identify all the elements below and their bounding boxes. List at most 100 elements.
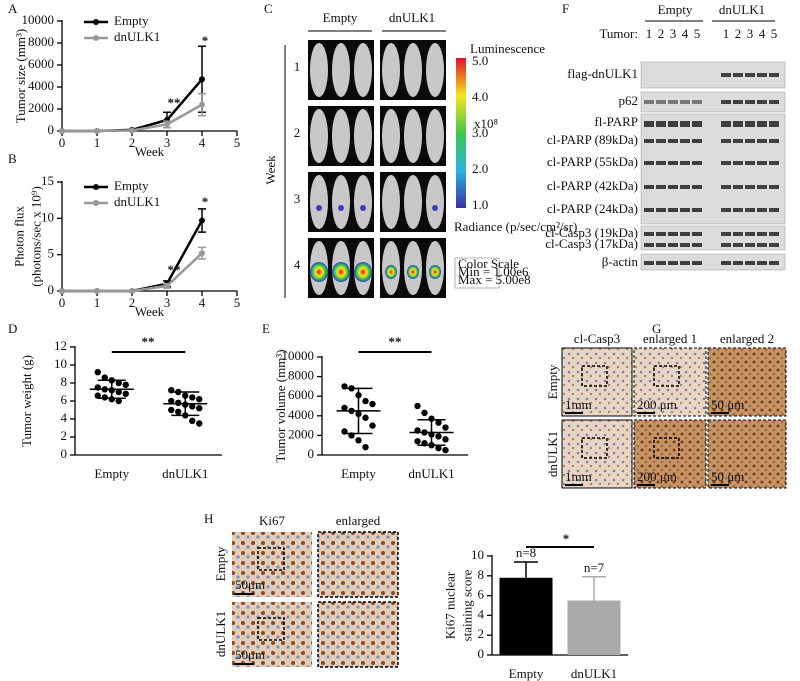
lane-label: 1 <box>646 26 653 41</box>
y-tick-label: 0 <box>61 446 68 461</box>
zoom-box <box>653 365 680 387</box>
data-point <box>442 446 449 454</box>
histology-image <box>707 347 787 417</box>
blot-band <box>757 121 767 127</box>
band-label: cl-PARP (42kDa) <box>547 178 638 193</box>
blot-band <box>733 185 743 189</box>
blot-band <box>692 121 702 127</box>
marker <box>199 101 205 108</box>
data-point <box>362 414 369 421</box>
x-tick-label: dnULK1 <box>408 466 454 481</box>
band-label: cl-PARP (55kDa) <box>547 154 638 169</box>
panel-letter: D <box>8 321 17 336</box>
bar <box>499 577 553 655</box>
blot-band <box>680 161 690 165</box>
blot-band <box>656 161 666 165</box>
mouse <box>332 109 350 163</box>
mouse <box>382 175 400 229</box>
x-axis-label: Week <box>135 304 165 319</box>
x-tick-label: 0 <box>59 135 66 150</box>
scale-bar-label: 50 μm <box>711 397 744 412</box>
column-header: enlarged <box>336 513 381 528</box>
group-header: Empty <box>658 2 693 17</box>
y-tick-label: 2000 <box>28 100 54 115</box>
y-axis-label: Tumor weight (g) <box>19 355 34 447</box>
signal <box>310 262 328 282</box>
blot-band <box>745 232 755 236</box>
y-tick-label: 6000 <box>288 387 314 402</box>
panel-letter: B <box>8 151 17 166</box>
y-tick-label: 6 <box>61 392 68 407</box>
error-bar <box>582 576 606 601</box>
blot-band <box>644 185 654 189</box>
scale-bar-label: 200 μm <box>637 469 677 484</box>
data-point <box>196 396 203 403</box>
scale-bar-mark <box>637 484 655 486</box>
data-point <box>355 437 362 444</box>
data-point <box>369 400 376 408</box>
blot-band <box>733 232 743 236</box>
blot-band <box>757 100 767 104</box>
scale-range: Min = 1.00e6 <box>458 264 529 279</box>
data-point <box>442 424 449 431</box>
blot-band <box>656 243 666 247</box>
blot-band <box>721 232 731 236</box>
band-label: cl-Casp3 (19kDa) <box>545 225 638 240</box>
y-tick-label: 4 <box>478 606 485 621</box>
y-tick-label: 8 <box>61 374 68 389</box>
band-label: fl-PARP <box>594 114 638 129</box>
blot-band <box>745 73 755 77</box>
data-point <box>101 394 108 401</box>
zoom-box <box>257 617 285 641</box>
blot-band <box>745 139 755 143</box>
signal <box>432 205 438 211</box>
y-tick-label: 10 <box>41 209 54 224</box>
blot-band <box>745 261 755 265</box>
blot-band <box>692 100 702 104</box>
marker <box>59 128 65 134</box>
zoom-box <box>653 437 680 459</box>
legend-label: Empty <box>114 178 149 193</box>
y-tick-label: 6000 <box>28 56 54 71</box>
marker <box>94 288 100 294</box>
scale-tick: 4.0 <box>472 89 488 104</box>
blot-band <box>668 243 678 247</box>
blot-band <box>769 243 779 247</box>
scale-bar-mark <box>565 412 583 414</box>
legend-marker <box>93 200 99 206</box>
y-tick-label: 12 <box>54 338 67 353</box>
y-tick-label: 4000 <box>28 78 54 93</box>
row-title: Week <box>263 155 278 185</box>
sd-bar <box>344 387 373 435</box>
blot-band <box>757 208 767 212</box>
scale-box <box>454 257 500 289</box>
scale-bar-mark <box>711 412 729 414</box>
sd-bar <box>171 391 200 417</box>
y-tick-label: 0 <box>308 446 315 461</box>
annotation: * <box>563 531 570 546</box>
data-point <box>196 420 203 427</box>
x-tick-label: Empty <box>94 466 129 481</box>
histology-image <box>633 347 707 417</box>
scale-tick: 5.0 <box>472 53 488 68</box>
lane-label: 5 <box>694 26 701 41</box>
blot-band <box>656 139 666 143</box>
marker <box>199 76 205 83</box>
blot-band <box>721 185 731 189</box>
mouse <box>310 175 328 229</box>
blot-band <box>644 243 654 247</box>
blot-band <box>656 100 666 104</box>
x-axis-label: Week <box>135 144 165 159</box>
legend-marker <box>93 35 99 41</box>
row-label: dnULK1 <box>545 431 560 477</box>
band-label: flag-dnULK1 <box>567 66 638 81</box>
y-tick-label: 8 <box>478 567 485 582</box>
blot-band <box>769 208 779 212</box>
data-point <box>369 422 376 429</box>
blot-band <box>692 185 702 189</box>
blot-band <box>692 243 702 247</box>
marker <box>164 282 170 289</box>
blot-band <box>721 208 731 212</box>
scale-bar-mark <box>234 593 254 595</box>
